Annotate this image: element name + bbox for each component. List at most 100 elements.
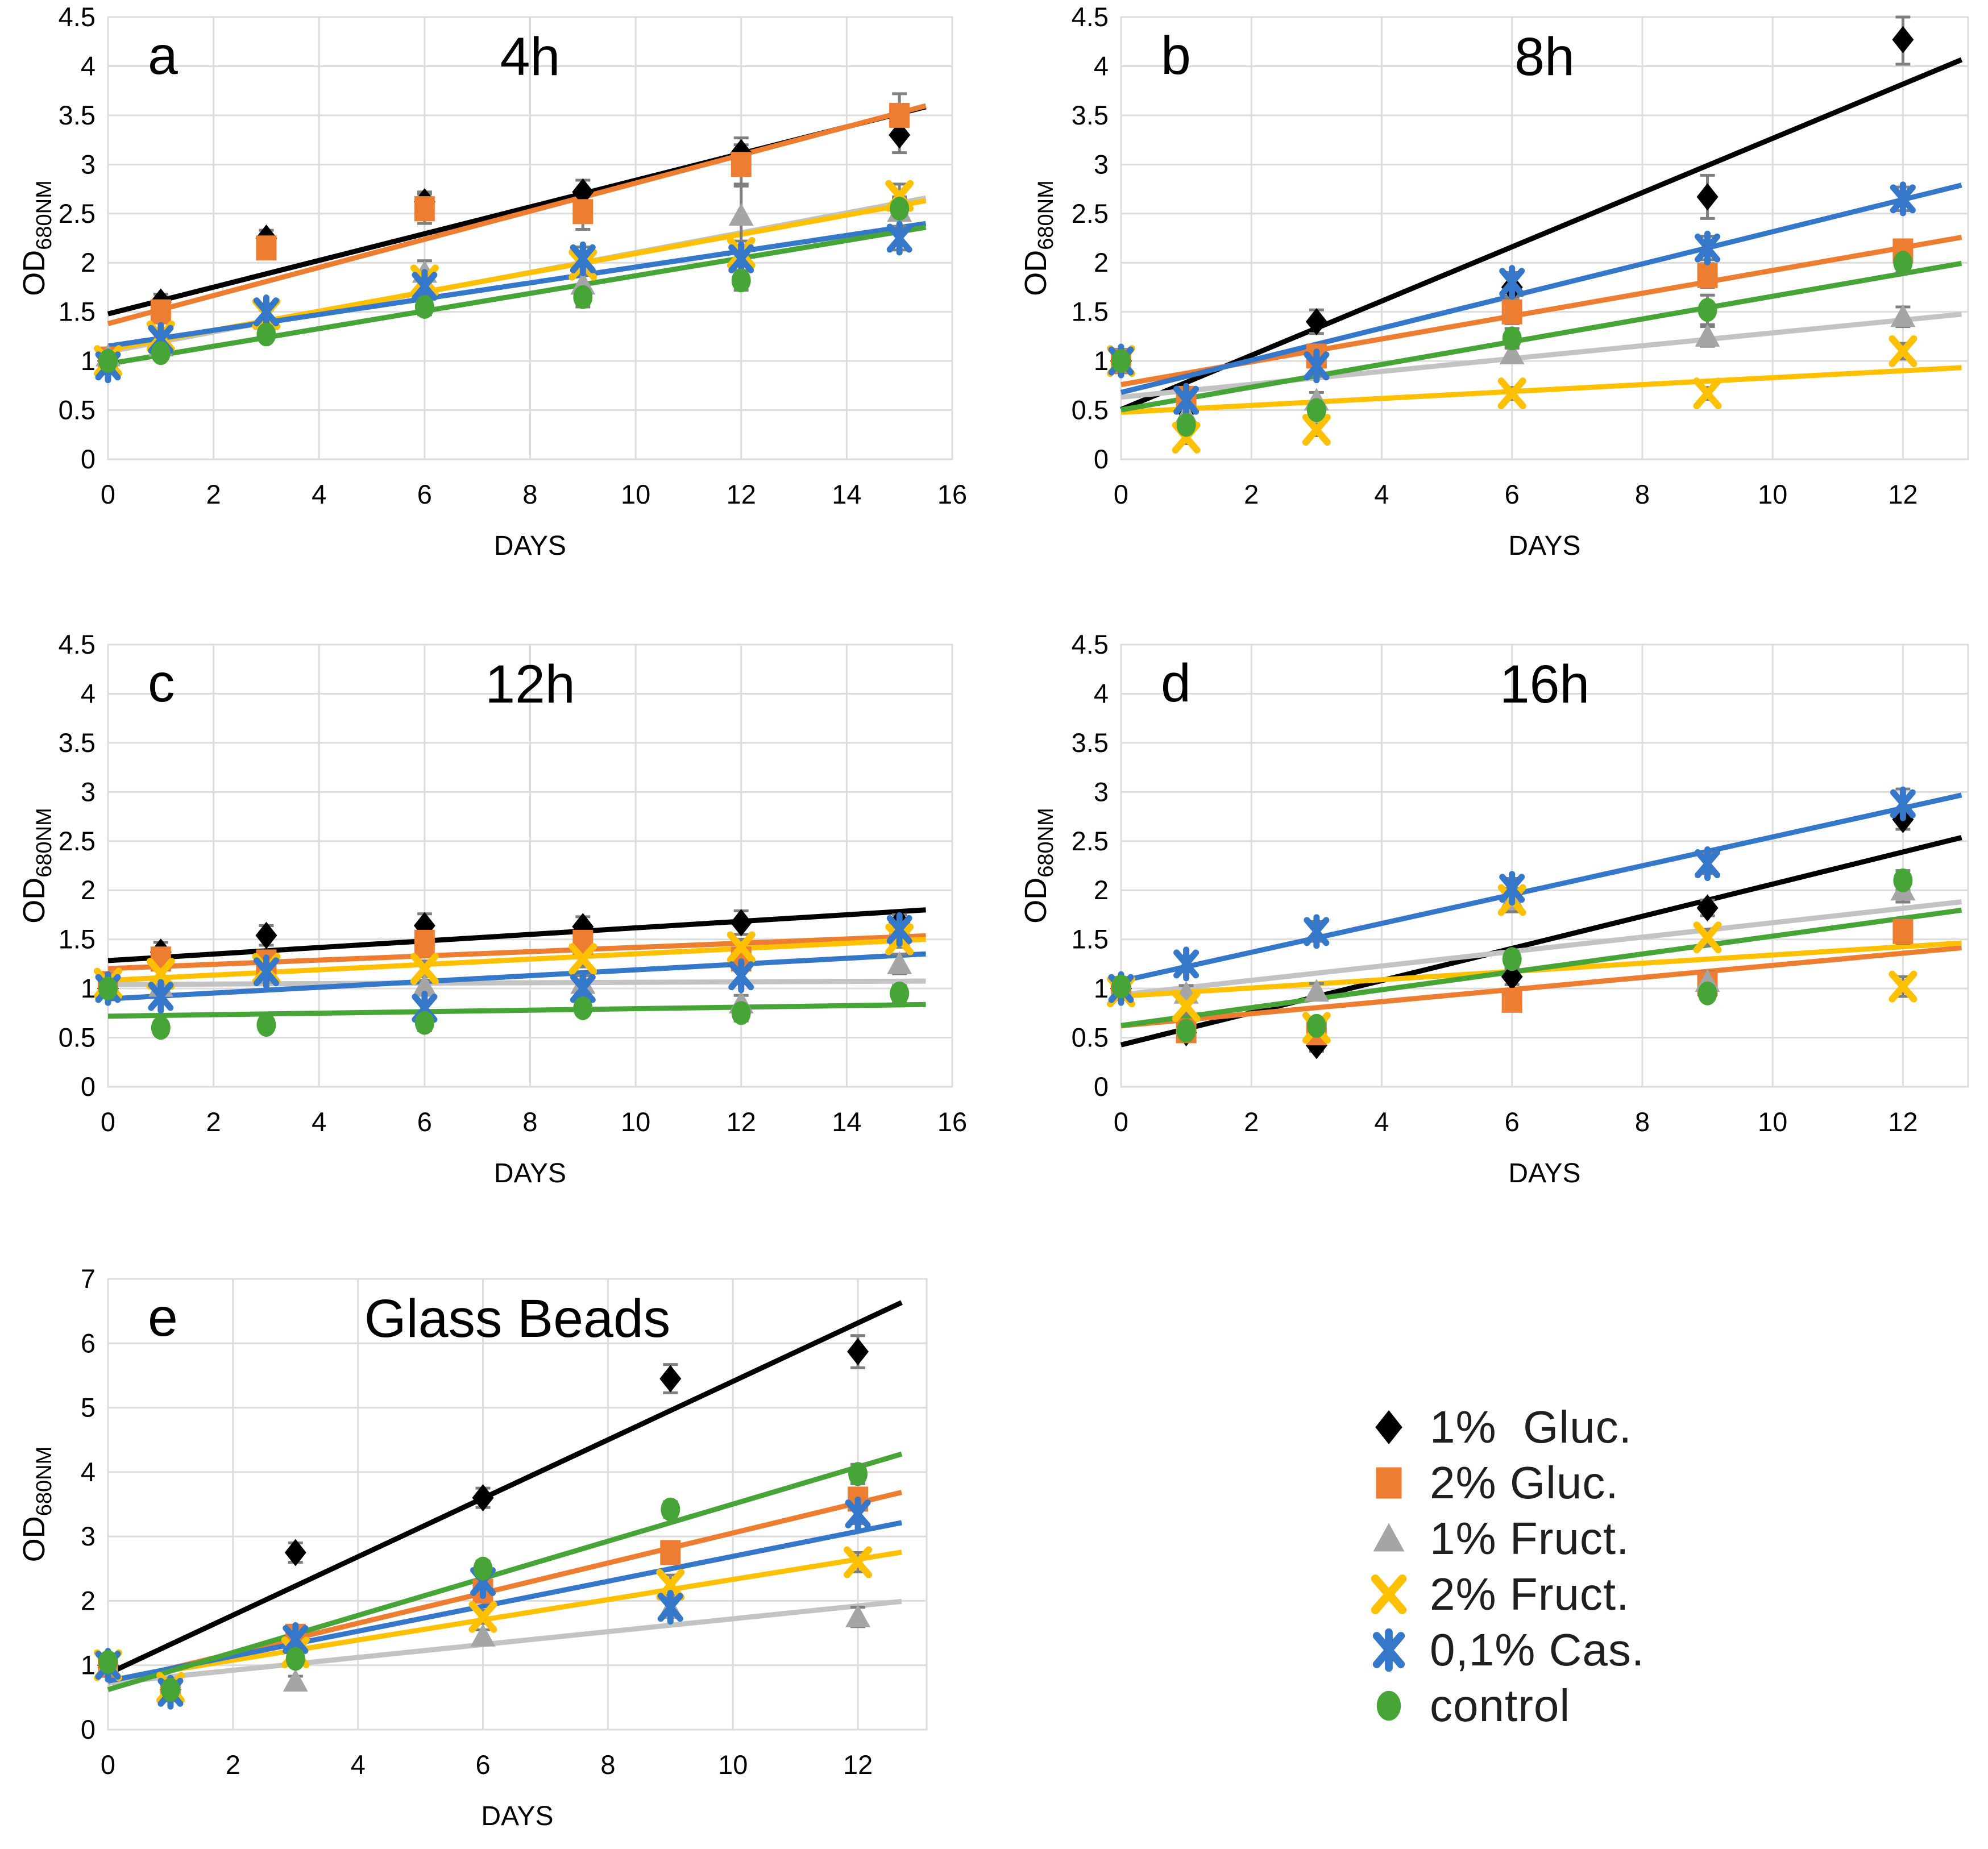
svg-text:2.5: 2.5 xyxy=(1072,826,1109,856)
svg-text:8: 8 xyxy=(600,1750,615,1780)
diamond-marker xyxy=(1305,308,1327,335)
square-marker xyxy=(572,199,594,225)
y-axis-title: OD680NM xyxy=(1019,808,1058,924)
y-tick-labels: 0 0.5 1 1.5 2 2.5 3 3.5 4 4.5 xyxy=(1072,2,1109,474)
asterisk-marker xyxy=(845,1496,871,1531)
svg-text:1: 1 xyxy=(1094,973,1109,1003)
legend-item-cas: 0,1% Cas. xyxy=(1362,1622,1645,1678)
svg-text:4: 4 xyxy=(1374,479,1389,509)
square-marker xyxy=(414,929,435,955)
svg-text:12: 12 xyxy=(727,479,756,509)
x-marker xyxy=(1497,377,1526,410)
x-axis-title: DAYS xyxy=(481,1801,553,1831)
asterisk-marker xyxy=(886,221,912,256)
trendline-control xyxy=(1120,907,1962,1028)
legend-marker-fruct2 xyxy=(1371,1574,1407,1614)
x-marker xyxy=(1371,1574,1407,1614)
diamond-marker xyxy=(730,909,752,937)
svg-text:10: 10 xyxy=(718,1750,748,1780)
x-marker xyxy=(410,953,439,985)
legend-label-gluc1: 1% Gluc. xyxy=(1430,1402,1632,1452)
x-axis-title: DAYS xyxy=(1508,1158,1580,1189)
legend-label-gluc2: 2% Gluc. xyxy=(1430,1457,1619,1508)
trendline-cas xyxy=(107,221,927,349)
trendline-fruct1 xyxy=(1120,899,1962,998)
asterisk-marker xyxy=(1890,786,1916,821)
svg-text:4: 4 xyxy=(1094,678,1109,708)
triangle-marker xyxy=(1695,323,1720,347)
chart-title: 4h xyxy=(500,27,561,87)
svg-text:5: 5 xyxy=(81,1393,96,1423)
y-axis-title: OD680NM xyxy=(17,1447,56,1563)
x-tick-labels: 0 2 4 6 8 10 12 14 16 xyxy=(101,479,967,509)
svg-text:2: 2 xyxy=(1094,875,1109,905)
diamond-marker xyxy=(572,913,594,941)
svg-text:12: 12 xyxy=(1888,479,1918,509)
svg-text:4: 4 xyxy=(351,1750,366,1780)
trendlines xyxy=(107,103,927,367)
square-marker xyxy=(1697,263,1718,288)
svg-text:3: 3 xyxy=(81,149,96,179)
chart-title: Glass Beads xyxy=(364,1289,671,1349)
square-marker xyxy=(1376,1467,1402,1499)
y-axis-title: OD680NM xyxy=(17,180,56,296)
trendline-gluc1 xyxy=(1120,57,1963,412)
legend-item-gluc2: 2% Gluc. xyxy=(1362,1455,1645,1511)
trendlines xyxy=(107,1300,903,1692)
circle-marker xyxy=(151,341,171,365)
x-marker xyxy=(146,958,175,990)
asterisk-marker xyxy=(1695,846,1721,882)
circle-marker xyxy=(256,322,276,347)
x-marker xyxy=(727,931,756,963)
gridlines xyxy=(1120,16,1969,460)
svg-text:0: 0 xyxy=(1094,444,1109,474)
series-control xyxy=(98,197,910,373)
y-tick-labels: 0 0.5 1 1.5 2 2.5 3 3.5 4 4.5 xyxy=(59,2,96,474)
panel-letter: a xyxy=(148,26,178,86)
x-marker xyxy=(1302,414,1331,446)
svg-text:2: 2 xyxy=(1094,247,1109,277)
svg-text:0: 0 xyxy=(81,1714,96,1744)
svg-text:4.5: 4.5 xyxy=(59,632,96,659)
asterisk-marker xyxy=(1372,1628,1405,1672)
asterisk-marker xyxy=(148,979,174,1014)
svg-text:10: 10 xyxy=(1758,1107,1787,1137)
asterisk-marker xyxy=(253,294,279,330)
svg-text:1: 1 xyxy=(81,346,96,376)
triangle-marker xyxy=(1304,979,1329,1002)
svg-text:6: 6 xyxy=(475,1750,490,1780)
circle-marker xyxy=(1698,981,1717,1005)
circle-marker xyxy=(731,1001,751,1025)
series-control xyxy=(1111,251,1913,437)
circle-marker xyxy=(256,1013,276,1037)
legend-item-gluc1: 1% Gluc. xyxy=(1362,1399,1645,1455)
circle-marker xyxy=(151,1016,171,1040)
svg-text:4.5: 4.5 xyxy=(59,5,96,32)
asterisk-marker xyxy=(1695,230,1721,265)
asterisk-marker xyxy=(657,1590,683,1625)
circle-marker xyxy=(848,1462,868,1486)
x-marker xyxy=(1889,970,1918,1003)
circle-marker xyxy=(661,1497,680,1522)
y-tick-labels: 0 1 2 3 4 5 6 7 xyxy=(81,1264,96,1744)
diamond-marker xyxy=(1696,894,1719,922)
svg-text:0.5: 0.5 xyxy=(59,1023,96,1053)
svg-text:6: 6 xyxy=(417,479,432,509)
svg-text:0: 0 xyxy=(1094,1071,1109,1102)
svg-text:4: 4 xyxy=(312,1107,326,1137)
svg-text:2.5: 2.5 xyxy=(1072,198,1109,228)
circle-marker xyxy=(414,1011,434,1035)
trendline-control xyxy=(107,1451,903,1692)
svg-text:3: 3 xyxy=(1094,776,1109,807)
circle-marker xyxy=(1698,298,1717,322)
trendline-cas xyxy=(1120,792,1962,984)
svg-text:4: 4 xyxy=(1374,1107,1389,1137)
asterisk-marker xyxy=(1304,348,1330,384)
svg-text:8: 8 xyxy=(522,1107,537,1137)
circle-marker xyxy=(1176,413,1196,437)
svg-text:2: 2 xyxy=(206,479,221,509)
square-marker xyxy=(889,102,910,128)
trendline-control xyxy=(1120,260,1962,413)
svg-text:4: 4 xyxy=(81,678,96,708)
circle-marker xyxy=(731,268,751,293)
